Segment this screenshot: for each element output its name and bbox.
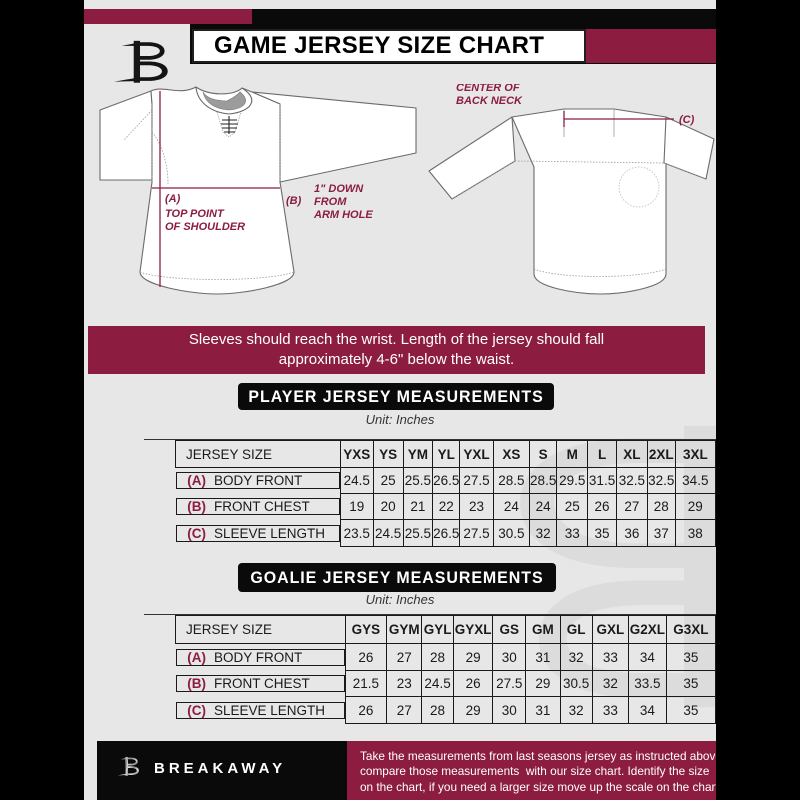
svg-text:ARM HOLE: ARM HOLE <box>313 209 373 221</box>
svg-text:CENTER OF: CENTER OF <box>456 84 520 94</box>
svg-text:(C): (C) <box>679 114 695 126</box>
svg-text:BACK NECK: BACK NECK <box>456 95 523 107</box>
svg-text:TOP POINT: TOP POINT <box>165 208 225 220</box>
svg-text:FROM: FROM <box>314 196 347 208</box>
svg-text:(A): (A) <box>165 193 181 205</box>
svg-text:(B): (B) <box>286 195 302 207</box>
svg-text:1" DOWN: 1" DOWN <box>314 183 364 195</box>
svg-text:OF SHOULDER: OF SHOULDER <box>165 221 245 233</box>
